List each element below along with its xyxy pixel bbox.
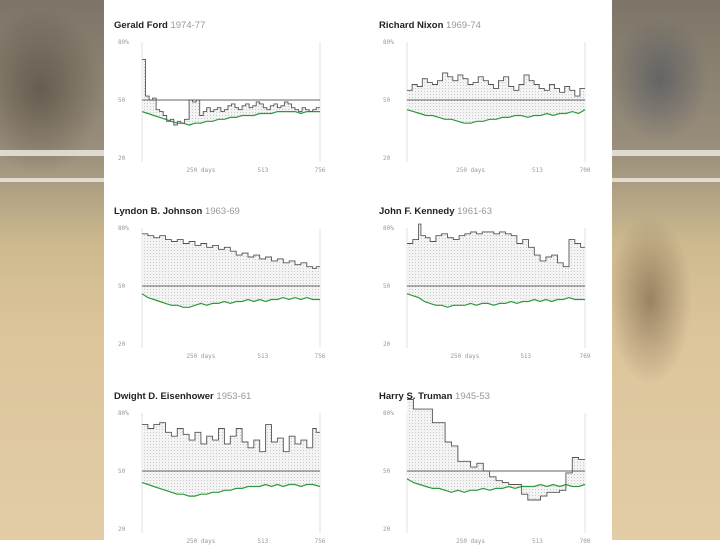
generic-ballot-line: [406, 293, 585, 308]
y-tick-label: 80%: [383, 225, 394, 232]
x-tick-label: 250 days: [456, 167, 485, 174]
y-tick-label: 20: [383, 341, 391, 348]
x-tick-label: 250 days: [186, 167, 215, 174]
chart-title: Lyndon B. Johnson 1963-69: [114, 206, 240, 217]
charts-panel: Gerald Ford 1974-77 80% 50 20 250 days 513 756…: [104, 0, 612, 545]
gap-shaded-area: [142, 233, 320, 308]
chart-title: Harry S. Truman 1945-53: [379, 391, 490, 402]
approval-line: [142, 422, 320, 453]
y-tick-label: 50: [118, 468, 126, 475]
x-tick-label: 513: [520, 353, 531, 360]
president-name: John F. Kennedy: [379, 206, 455, 217]
generic-ballot-line: [141, 293, 320, 308]
y-tick-label: 20: [118, 526, 126, 533]
president-name: Gerald Ford: [114, 20, 168, 31]
generic-ballot-line: [141, 482, 321, 497]
approval-chart: Gerald Ford 1974-77 80% 50 20 250 days 513 756: [114, 20, 334, 186]
y-tick-label: 80%: [383, 410, 394, 417]
y-tick-label: 50: [118, 97, 126, 104]
chart-title: Richard Nixon 1969-74: [379, 20, 481, 31]
approval-chart: Harry S. Truman 1945-53 80% 50 20 250 days 51…: [379, 391, 599, 557]
gap-shaded-area: [407, 72, 585, 124]
y-tick-label: 20: [383, 155, 391, 162]
gap-shaded-area: [142, 59, 320, 126]
generic-ballot-line: [141, 110, 320, 126]
chart-plot: 80% 50 20 250 days 513 756: [118, 225, 326, 360]
chart-plot: 80% 50 20 250 days 513 756: [118, 39, 326, 174]
approval-chart: John F. Kennedy 1961-63 80% 50 20 250 days 51…: [379, 206, 599, 372]
approval-chart: Richard Nixon 1969-74 80% 50 20 250 days 513 7…: [379, 20, 599, 186]
generic-ballot-line: [406, 109, 586, 124]
term-years: 1961-63: [454, 206, 492, 217]
y-tick-label: 20: [118, 155, 126, 162]
chart-plot: 80% 50 20 250 days 513 700: [383, 39, 591, 174]
x-tick-label: 513: [257, 353, 268, 360]
x-tick-label: 700: [580, 538, 591, 545]
x-tick-label: 513: [532, 167, 543, 174]
chart-title: John F. Kennedy 1961-63: [379, 206, 492, 217]
x-tick-label: 700: [580, 167, 591, 174]
x-tick-label: 513: [257, 167, 268, 174]
x-tick-label: 769: [580, 353, 591, 360]
president-name: Harry S. Truman: [379, 391, 453, 402]
y-tick-label: 80%: [118, 39, 129, 46]
term-years: 1953-61: [213, 391, 252, 402]
term-years: 1969-74: [443, 20, 481, 31]
approval-chart: Lyndon B. Johnson 1963-69 80% 50 20 250 days…: [114, 206, 334, 372]
y-tick-label: 50: [383, 97, 391, 104]
x-tick-label: 756: [315, 538, 326, 545]
y-tick-label: 20: [383, 526, 391, 533]
x-tick-label: 250 days: [186, 538, 215, 545]
approval-line: [407, 223, 585, 268]
chart-title: Gerald Ford 1974-77: [114, 20, 205, 31]
x-tick-label: 513: [257, 538, 268, 545]
approval-chart: Dwight D. Eisenhower 1953-61 80% 50 20 250 d…: [114, 391, 334, 557]
chart-plot: 80% 50 20 250 days 513 756: [118, 410, 326, 545]
president-name: Dwight D. Eisenhower: [114, 391, 214, 402]
x-tick-label: 250 days: [456, 538, 485, 545]
president-name: Lyndon B. Johnson: [114, 206, 203, 217]
gap-shaded-area: [407, 224, 585, 308]
y-tick-label: 80%: [118, 225, 129, 232]
chart-title: Dwight D. Eisenhower 1953-61: [114, 391, 251, 402]
y-tick-label: 50: [383, 468, 391, 475]
y-tick-label: 20: [118, 341, 126, 348]
y-tick-label: 50: [118, 283, 126, 290]
approval-line: [407, 399, 585, 501]
gap-shaded-area: [142, 422, 320, 497]
term-years: 1963-69: [202, 206, 240, 217]
approval-line: [407, 72, 585, 97]
x-tick-label: 756: [315, 167, 326, 174]
x-tick-label: 756: [315, 353, 326, 360]
x-tick-label: 513: [532, 538, 543, 545]
chart-plot: 80% 50 20 250 days 513 700: [383, 399, 591, 545]
chart-plot: 80% 50 20 250 days 513 769: [383, 223, 591, 360]
x-tick-label: 250 days: [450, 353, 479, 360]
president-name: Richard Nixon: [379, 20, 444, 31]
term-years: 1974-77: [167, 20, 206, 31]
generic-ballot-line: [406, 478, 586, 493]
y-tick-label: 80%: [383, 39, 394, 46]
approval-line: [142, 233, 320, 270]
gap-shaded-area: [407, 399, 585, 500]
x-tick-label: 250 days: [186, 353, 215, 360]
approval-line: [142, 58, 320, 126]
y-tick-label: 50: [383, 283, 391, 290]
term-years: 1945-53: [452, 391, 490, 402]
y-tick-label: 80%: [118, 410, 129, 417]
